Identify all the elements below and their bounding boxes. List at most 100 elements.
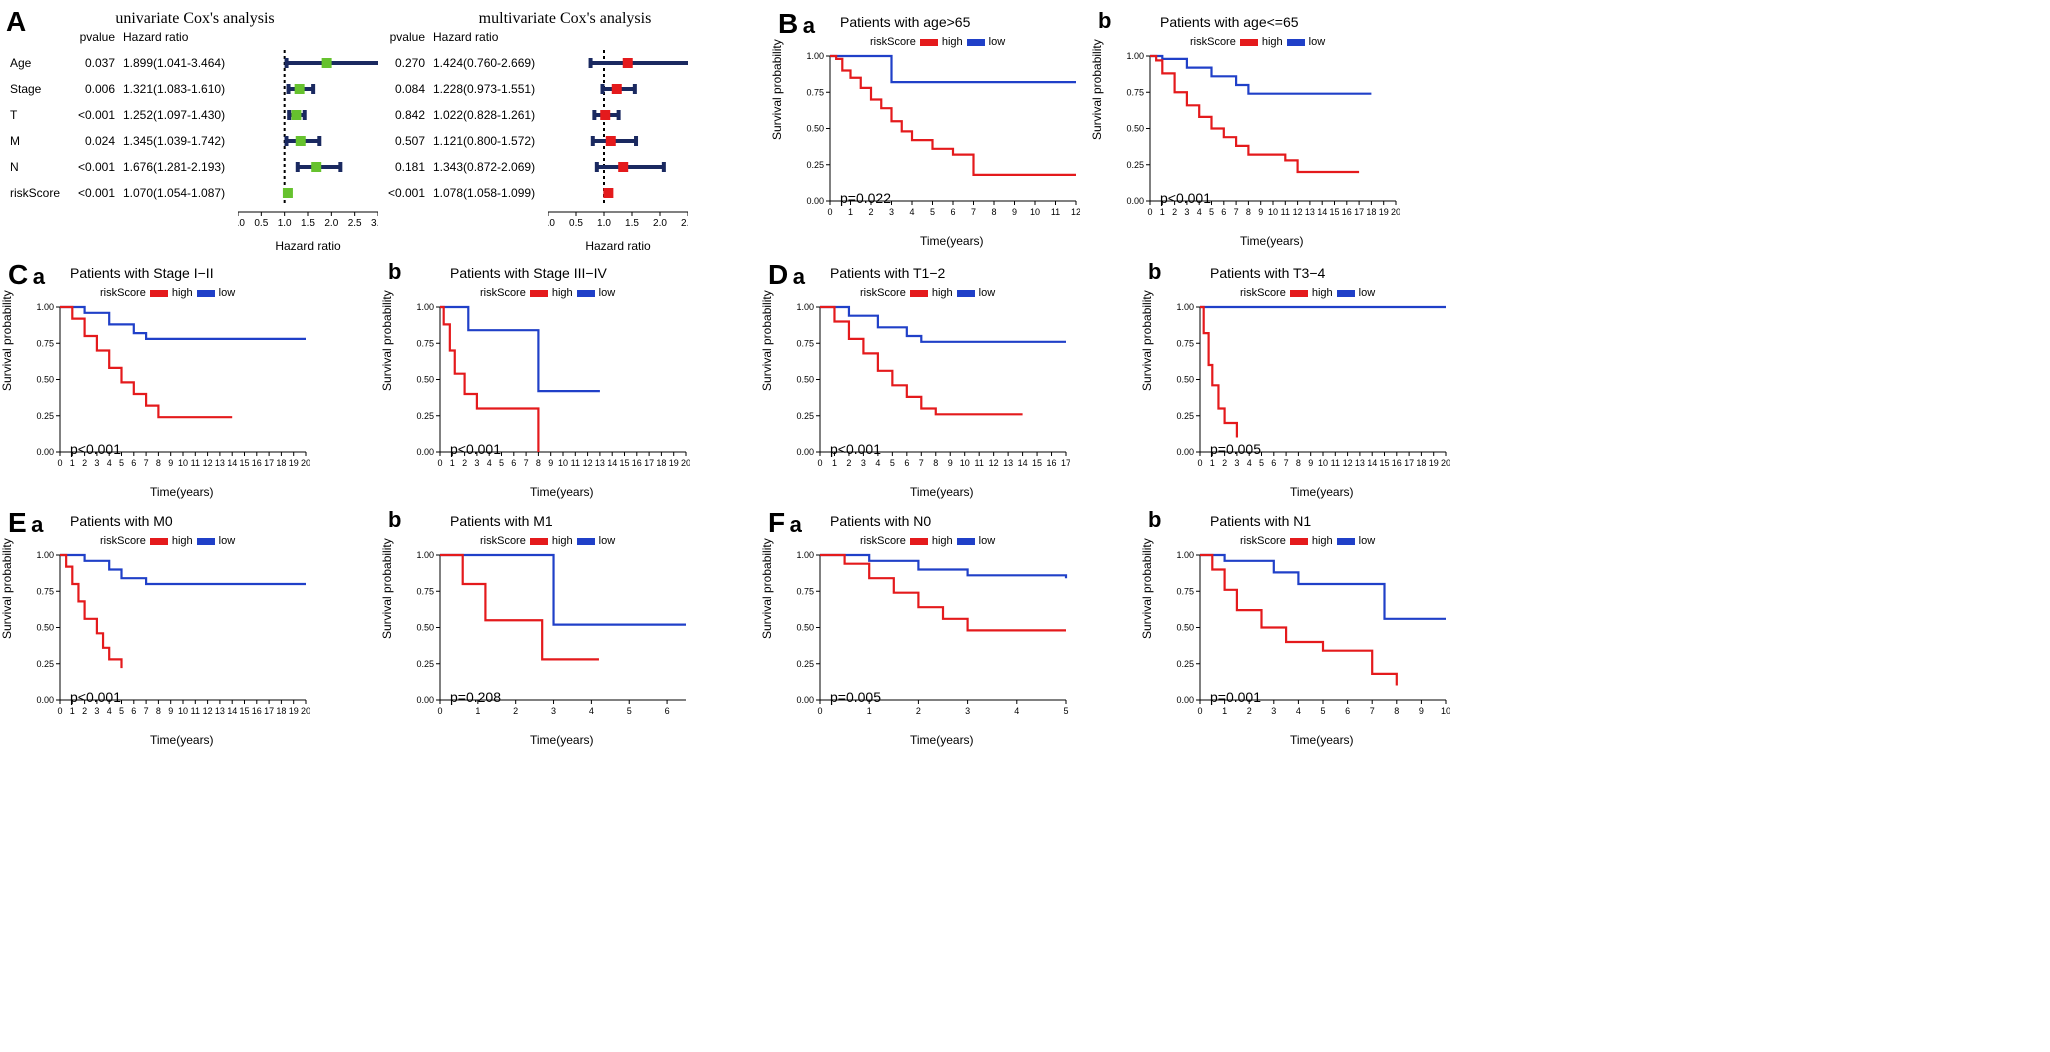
svg-text:0.75: 0.75	[416, 338, 434, 348]
svg-text:16: 16	[252, 706, 262, 716]
forest-hazard-ratio: 1.424(0.760-2.669)	[425, 56, 548, 70]
svg-text:3: 3	[889, 207, 894, 217]
svg-text:4: 4	[589, 706, 594, 716]
y-axis-label: Survival probability	[0, 290, 14, 391]
svg-text:12: 12	[1293, 207, 1303, 217]
svg-text:20: 20	[1391, 207, 1400, 217]
svg-text:5: 5	[499, 458, 504, 468]
km-title: Patients with Stage III−IV	[450, 265, 607, 281]
km-legend: riskScore high low	[100, 287, 235, 299]
y-axis-label: Survival probability	[1090, 39, 1104, 140]
svg-text:0.25: 0.25	[36, 411, 54, 421]
svg-text:1.00: 1.00	[36, 551, 54, 560]
svg-text:9: 9	[948, 458, 953, 468]
forest-hazard-ratio: 1.252(1.097-1.430)	[115, 108, 238, 122]
svg-text:16: 16	[632, 458, 642, 468]
forest-row: N <0.001 1.676(1.281-2.193)	[10, 154, 238, 180]
svg-text:4: 4	[875, 458, 880, 468]
svg-text:13: 13	[1355, 458, 1365, 468]
svg-text:6: 6	[1345, 706, 1350, 716]
svg-text:9: 9	[168, 706, 173, 716]
km-title: Patients with age<=65	[1160, 14, 1299, 30]
svg-text:2: 2	[916, 706, 921, 716]
forest-plot-svg: 0.00.51.01.52.02.5	[548, 50, 688, 236]
svg-text:8: 8	[1394, 706, 1399, 716]
svg-text:0.00: 0.00	[796, 447, 814, 457]
forest-axis-label: Hazard ratio	[548, 239, 688, 253]
svg-text:16: 16	[252, 458, 262, 468]
svg-text:0: 0	[1197, 706, 1202, 716]
x-axis-label: Time(years)	[1240, 234, 1304, 248]
svg-text:17: 17	[1404, 458, 1414, 468]
x-axis-label: Time(years)	[530, 485, 594, 499]
svg-text:6: 6	[511, 458, 516, 468]
forest-hazard-ratio: 1.228(0.973-1.551)	[425, 82, 548, 96]
svg-text:0.75: 0.75	[806, 87, 824, 97]
svg-text:6: 6	[904, 458, 909, 468]
svg-text:9: 9	[1258, 207, 1263, 217]
svg-text:8: 8	[991, 207, 996, 217]
svg-text:19: 19	[1429, 458, 1439, 468]
y-axis-label: Survival probability	[1140, 290, 1154, 391]
subpanel-letter: b	[1148, 507, 1161, 532]
svg-text:4: 4	[909, 207, 914, 217]
svg-text:17: 17	[1061, 458, 1070, 468]
svg-text:0.00: 0.00	[1176, 695, 1194, 705]
svg-text:4: 4	[1247, 458, 1252, 468]
svg-text:13: 13	[215, 458, 225, 468]
km-panel-Ba: B a Patients with age>65 riskScore high …	[780, 10, 1090, 250]
forest-variable: M	[10, 134, 70, 148]
svg-text:3: 3	[861, 458, 866, 468]
svg-text:10: 10	[960, 458, 970, 468]
km-title: Patients with Stage I−II	[70, 265, 214, 281]
svg-text:13: 13	[215, 706, 225, 716]
km-title: Patients with M0	[70, 513, 173, 529]
forest-pvalue: <0.001	[70, 108, 115, 122]
svg-text:19: 19	[669, 458, 679, 468]
svg-text:8: 8	[1296, 458, 1301, 468]
km-panel-Eb: b Patients with M1 riskScore high low Su…	[390, 509, 760, 749]
x-axis-label: Time(years)	[910, 733, 974, 747]
svg-text:10: 10	[558, 458, 568, 468]
svg-text:0.00: 0.00	[36, 447, 54, 457]
svg-text:14: 14	[227, 706, 237, 716]
svg-text:0.0: 0.0	[238, 218, 245, 229]
row-2: C a Patients with Stage I−II riskScore h…	[10, 261, 2050, 501]
svg-text:1: 1	[70, 706, 75, 716]
svg-text:7: 7	[919, 458, 924, 468]
subpanel-letter: a	[790, 512, 802, 537]
svg-text:3: 3	[1234, 458, 1239, 468]
svg-text:18: 18	[1366, 207, 1376, 217]
km-panel-Fa: F a Patients with N0 riskScore high low …	[770, 509, 1140, 749]
svg-text:15: 15	[239, 458, 249, 468]
svg-text:16: 16	[1047, 458, 1057, 468]
x-axis-label: Time(years)	[150, 485, 214, 499]
forest-row: 0.270 1.424(0.760-2.669)	[380, 50, 548, 76]
forest-hazard-ratio: 1.078(1.058-1.099)	[425, 186, 548, 200]
panel-letter: D	[768, 259, 788, 290]
svg-text:18: 18	[276, 458, 286, 468]
p-value: p<0.001	[70, 689, 121, 705]
subpanel-letter: b	[388, 259, 401, 284]
subpanel-letter: a	[33, 264, 45, 289]
svg-text:0.50: 0.50	[1176, 623, 1194, 633]
svg-text:0.25: 0.25	[806, 160, 824, 170]
subpanel-letter: a	[31, 512, 43, 537]
svg-text:2.5: 2.5	[681, 218, 688, 229]
p-value: p<0.001	[830, 441, 881, 457]
svg-text:0: 0	[57, 706, 62, 716]
svg-text:7: 7	[1234, 207, 1239, 217]
svg-text:0.00: 0.00	[1176, 447, 1194, 457]
svg-text:7: 7	[144, 706, 149, 716]
svg-text:6: 6	[950, 207, 955, 217]
svg-text:18: 18	[656, 458, 666, 468]
svg-text:0.75: 0.75	[1126, 87, 1144, 97]
svg-text:14: 14	[1018, 458, 1028, 468]
svg-text:8: 8	[1246, 207, 1251, 217]
svg-text:17: 17	[644, 458, 654, 468]
km-panel-Cb: b Patients with Stage III−IV riskScore h…	[390, 261, 760, 501]
km-panel-Bb: b Patients with age<=65 riskScore high l…	[1100, 10, 1410, 250]
svg-text:18: 18	[276, 706, 286, 716]
forest-pvalue: 0.037	[70, 56, 115, 70]
svg-text:0.0: 0.0	[548, 218, 555, 229]
